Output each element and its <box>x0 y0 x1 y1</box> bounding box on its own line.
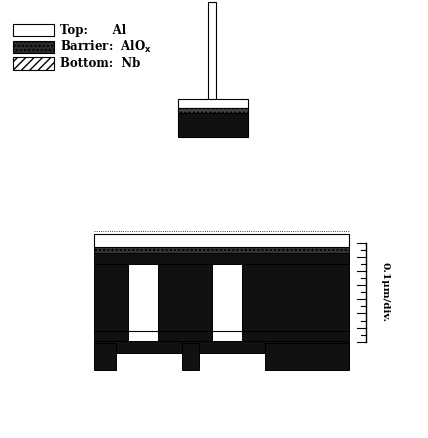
Text: Top:      Al: Top: Al <box>60 24 126 37</box>
Bar <box>178 108 248 113</box>
Bar <box>13 24 54 36</box>
Text: 0.1μm/div.: 0.1μm/div. <box>381 262 390 322</box>
Bar <box>94 247 349 253</box>
Bar <box>208 2 216 103</box>
Bar <box>182 343 199 370</box>
Bar <box>128 264 158 341</box>
Bar <box>13 41 54 53</box>
Bar <box>94 264 349 341</box>
Bar <box>178 99 248 108</box>
Text: Bottom:  Nb: Bottom: Nb <box>60 57 140 70</box>
Bar <box>94 343 116 370</box>
Bar <box>265 343 349 370</box>
Text: Barrier:  AlO$_\mathbf{x}$: Barrier: AlO$_\mathbf{x}$ <box>60 39 152 55</box>
Bar <box>13 57 54 70</box>
Bar <box>94 253 349 264</box>
Bar <box>94 234 349 247</box>
Bar <box>212 264 242 341</box>
Bar <box>178 113 248 137</box>
Bar <box>94 341 349 353</box>
